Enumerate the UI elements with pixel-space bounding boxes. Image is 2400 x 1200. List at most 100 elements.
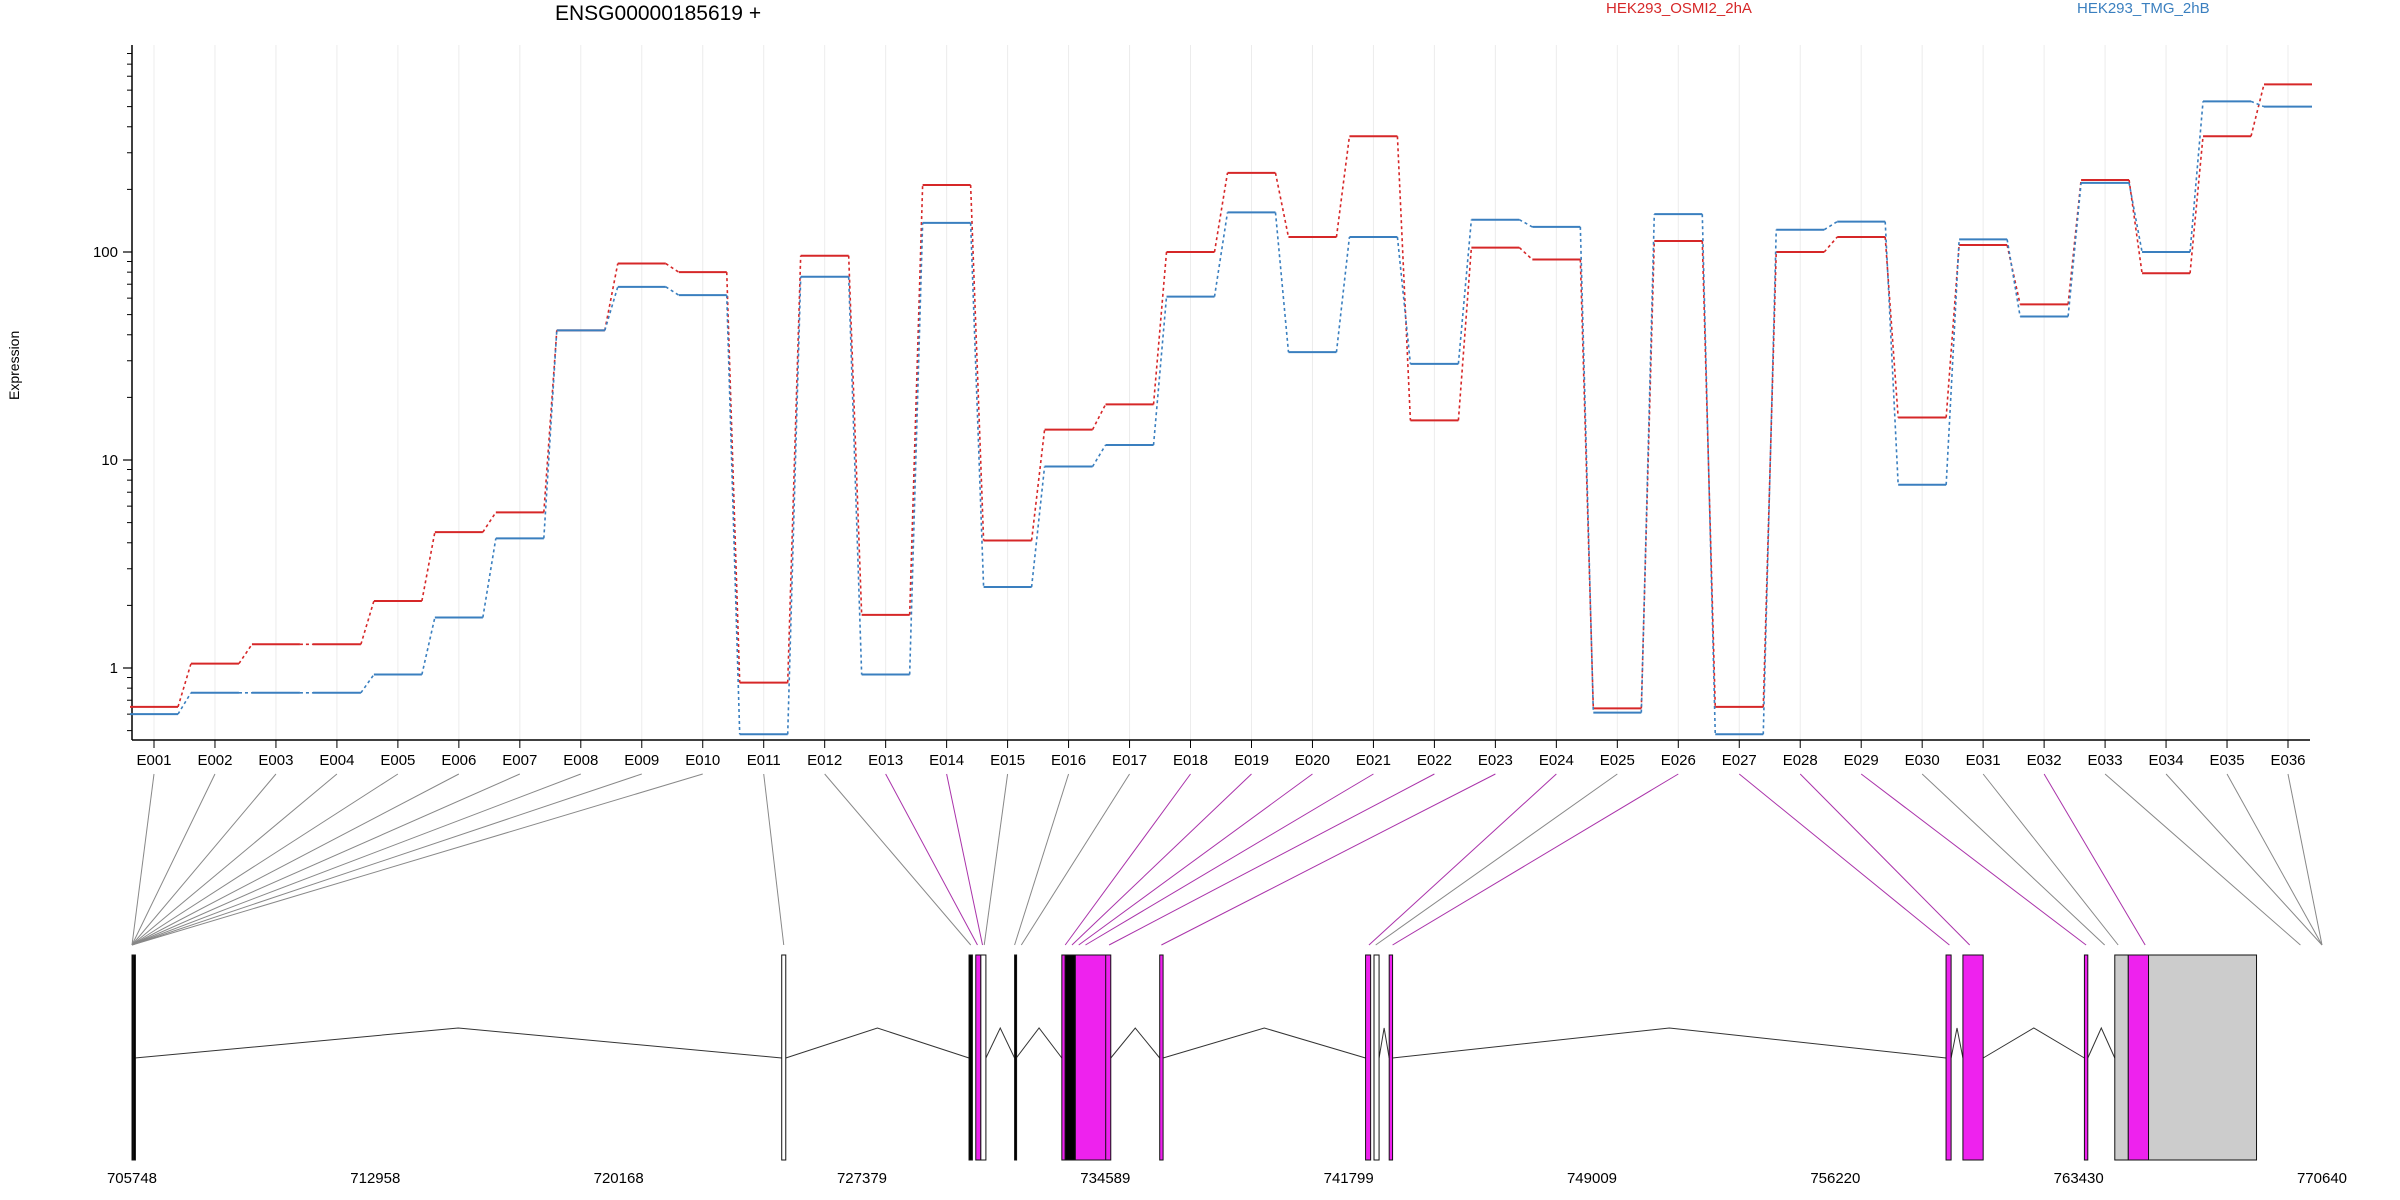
series-connector [1396,136,1412,421]
intron-line [1015,1027,1063,1059]
x-tick-label: E031 [1966,752,2001,769]
x-tick-label: E019 [1234,752,1269,769]
coord-tick-label: 770640 [2297,1170,2347,1187]
exon-block [980,954,987,1161]
series-connector [665,286,680,296]
exon-link-line [131,773,581,946]
series-connector [725,295,741,735]
exon-block [1373,954,1380,1161]
series-connector [1213,212,1229,297]
exon-link-line [763,773,785,946]
series-connector [543,330,558,539]
exon-block [975,954,982,1161]
exon-link-line [131,773,703,946]
x-tick-label: E032 [2027,752,2062,769]
series-connector [1823,220,1838,231]
series-connector [1945,239,1960,485]
coord-tick-label: 734589 [1080,1170,1130,1187]
x-tick-label: E017 [1112,752,1147,769]
x-tick-label: E018 [1173,752,1208,769]
x-tick-label: E007 [502,752,537,769]
series-connector [360,674,375,694]
exon-link-line [131,773,155,946]
exon-link-line [1020,773,1130,946]
x-tick-label: E004 [319,752,354,769]
series-connector [482,511,497,533]
y-tick-label: 1 [110,660,118,677]
x-tick-label: E010 [685,752,720,769]
x-tick-label: E021 [1356,752,1391,769]
exon-block [1962,954,1984,1161]
series-connector [847,276,863,675]
series-connector [1579,226,1595,713]
exon-link-line [2287,773,2323,946]
x-tick-label: E027 [1722,752,1757,769]
intron-line [2087,1026,2116,1059]
series-connector [908,184,924,615]
legend-entry-osmi2: HEK293_OSMI2_2hA [1606,0,1752,17]
exon-link-line [824,773,972,946]
x-tick-label: E016 [1051,752,1086,769]
exon-link-line [1085,773,1374,946]
x-tick-label: E028 [1783,752,1818,769]
series-connector [1274,212,1290,353]
series-connector [969,222,985,588]
intron-line [985,1026,1016,1059]
series-connector [1030,429,1046,541]
series-connector [482,538,497,618]
series-connector [1640,214,1656,713]
x-tick-label: E030 [1905,752,1940,769]
exon-link-line [1078,773,1313,946]
series-connector [908,222,924,675]
x-tick-label: E023 [1478,752,1513,769]
series-connector [1701,214,1717,735]
series-connector [2189,101,2204,253]
series-connector [1762,229,1778,735]
series-connector [1884,221,1899,485]
exon-block [2083,954,2089,1161]
exon-link-line [983,773,1009,946]
series-connector [1213,172,1229,253]
coord-tick-label: 727379 [837,1170,887,1187]
series-connector [786,276,802,735]
exon-link-line [131,773,216,946]
series-connector [2250,84,2265,137]
exon-block [1061,954,1066,1161]
x-tick-label: E002 [197,752,232,769]
series-connector [543,330,558,513]
coord-tick-label: 763430 [2054,1170,2104,1187]
exon-link-line [1799,773,1971,946]
series-connector [1274,172,1290,238]
x-tick-label: E034 [2149,752,2184,769]
series-connector [1518,247,1533,261]
exon-link-line [2226,773,2323,946]
series-connector [2189,136,2204,274]
exon-block [968,954,973,1161]
series-connector [1579,259,1595,709]
series-connector [1823,236,1838,253]
series-connector [1396,236,1412,364]
x-tick-label: E006 [441,752,476,769]
series-connector [847,255,863,615]
exon-block [2114,954,2129,1161]
series-connector [421,531,436,602]
exon-block [1014,954,1018,1161]
series-connector [1335,236,1351,353]
coord-tick-label: 741799 [1324,1170,1374,1187]
x-tick-label: E012 [807,752,842,769]
exon-link-line [946,773,984,946]
intron-line [1392,1027,1947,1059]
series-connector [2067,182,2082,317]
series-connector [665,262,680,273]
exon-link-line [2165,773,2323,946]
exon-link-line [1738,773,1950,946]
exon-block [1105,954,1112,1161]
coord-tick-label: 720168 [594,1170,644,1187]
intron-line [785,1027,970,1059]
exon-link-line [131,773,460,946]
series-connector [725,272,741,683]
x-tick-label: E036 [2270,752,2305,769]
exon-link-line [131,773,277,946]
series-connector [360,600,375,645]
